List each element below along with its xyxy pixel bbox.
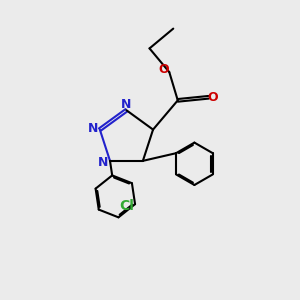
Text: N: N [98, 156, 109, 169]
Text: N: N [121, 98, 132, 111]
Text: O: O [208, 91, 218, 104]
Text: O: O [159, 63, 169, 76]
Text: N: N [88, 122, 99, 135]
Text: Cl: Cl [119, 199, 134, 213]
